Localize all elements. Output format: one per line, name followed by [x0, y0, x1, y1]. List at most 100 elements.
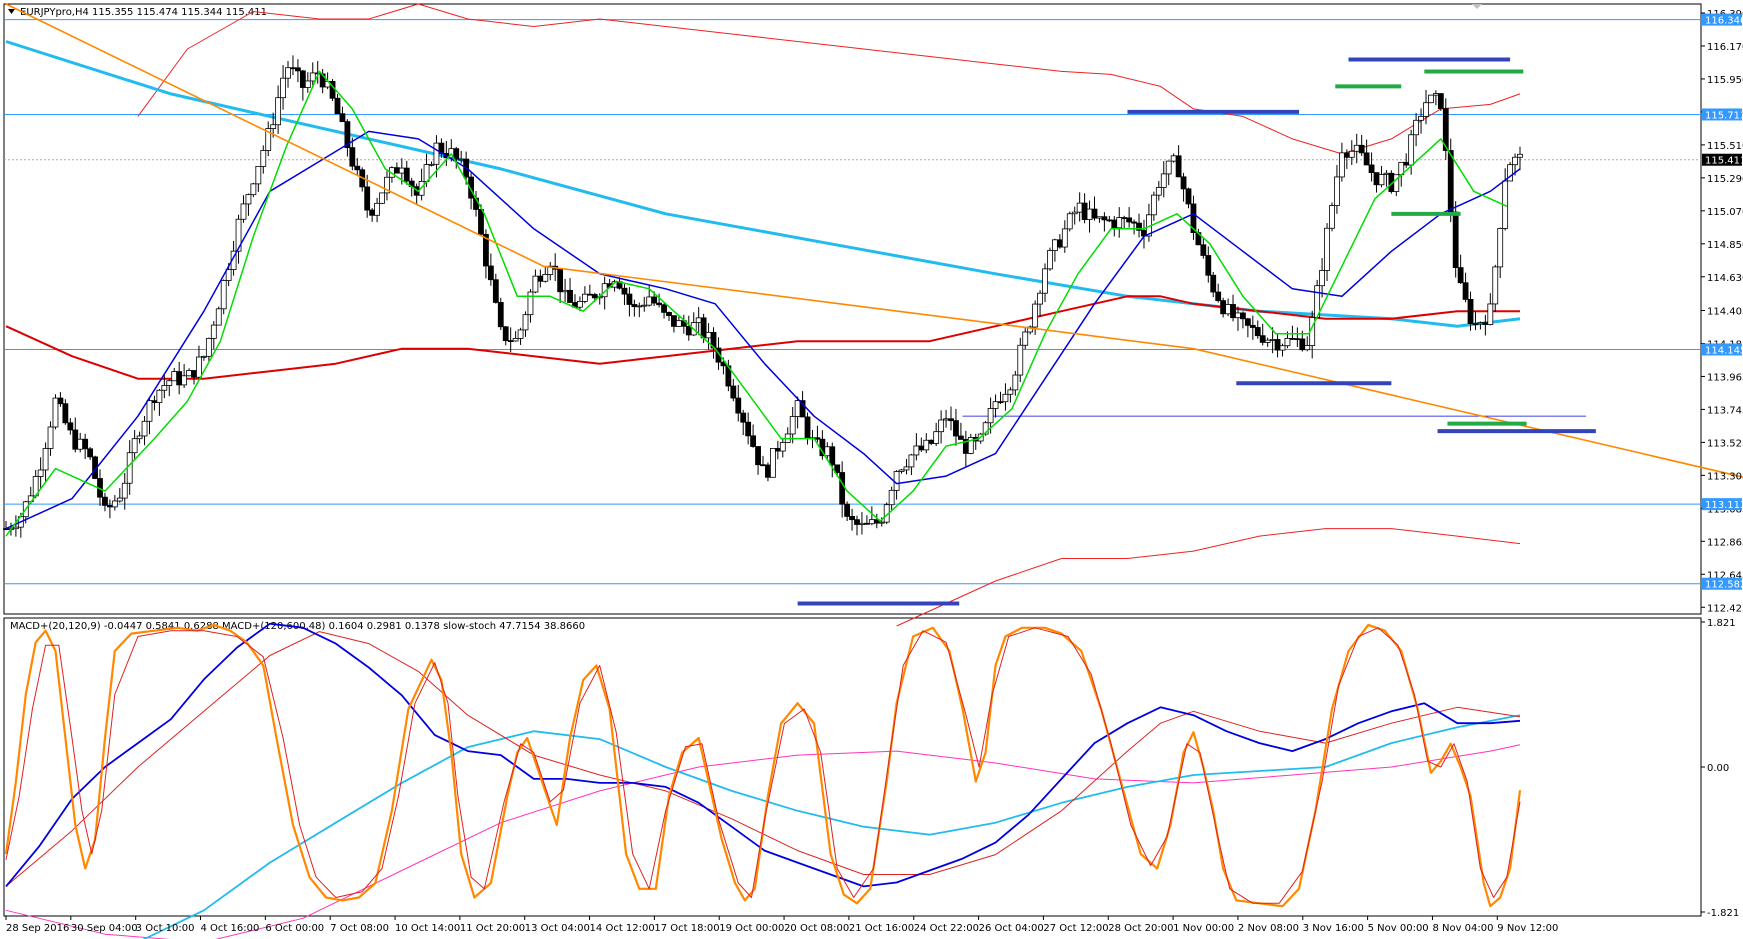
candle[interactable] [779, 439, 786, 458]
candle[interactable] [1126, 207, 1133, 228]
candle[interactable] [656, 293, 662, 308]
candle[interactable] [1279, 343, 1286, 357]
candle[interactable] [1175, 145, 1182, 178]
candle[interactable] [295, 59, 301, 83]
trendline[interactable] [5, 3, 1743, 484]
candle[interactable] [814, 425, 821, 443]
candle[interactable] [1348, 140, 1355, 166]
candle[interactable] [1334, 165, 1340, 214]
candle[interactable] [487, 253, 494, 286]
candle[interactable] [953, 408, 959, 446]
candle[interactable] [102, 492, 108, 512]
candle[interactable] [522, 311, 529, 337]
candle[interactable] [948, 406, 954, 431]
candle[interactable] [1487, 293, 1494, 326]
candle[interactable] [1442, 98, 1449, 160]
candle[interactable] [873, 513, 880, 529]
candle[interactable] [967, 433, 974, 455]
candle[interactable] [1131, 219, 1137, 235]
candle[interactable] [908, 453, 915, 476]
candle[interactable] [52, 394, 59, 430]
candle[interactable] [453, 146, 460, 169]
candle[interactable] [735, 384, 742, 422]
candle[interactable] [581, 286, 588, 304]
candle[interactable] [1304, 336, 1311, 352]
candle[interactable] [166, 379, 173, 397]
candle[interactable] [1037, 290, 1043, 317]
candle[interactable] [1418, 108, 1424, 134]
candle[interactable] [478, 204, 484, 236]
candle[interactable] [1091, 196, 1098, 221]
candle[interactable] [997, 391, 1004, 404]
panel-menu-triangle-icon[interactable] [8, 9, 15, 14]
candle[interactable] [641, 296, 648, 312]
candle[interactable] [1254, 320, 1261, 339]
candle[interactable] [1319, 258, 1325, 298]
candle[interactable] [299, 69, 306, 101]
candle[interactable] [181, 364, 188, 389]
candle[interactable] [1101, 212, 1108, 232]
candle[interactable] [888, 486, 895, 512]
candle[interactable] [1180, 172, 1187, 202]
candle[interactable] [1358, 134, 1365, 156]
candle[interactable] [1437, 93, 1444, 111]
candle[interactable] [1467, 291, 1474, 331]
candle[interactable] [1160, 161, 1167, 198]
candle[interactable] [527, 289, 534, 323]
candle[interactable] [344, 119, 351, 157]
candle[interactable] [141, 415, 148, 446]
candle[interactable] [1497, 227, 1504, 278]
candle[interactable] [1329, 202, 1335, 232]
candle[interactable] [532, 269, 539, 294]
candle[interactable] [116, 488, 123, 503]
shift-marker-icon[interactable] [1472, 4, 1482, 9]
candle[interactable] [285, 61, 291, 88]
candle[interactable] [1338, 142, 1345, 182]
candle[interactable] [215, 306, 222, 326]
candle[interactable] [1423, 89, 1429, 125]
candle[interactable] [1413, 113, 1419, 147]
candle[interactable] [517, 327, 524, 345]
candle[interactable] [1249, 315, 1256, 340]
candle[interactable] [87, 446, 94, 460]
candle[interactable] [1165, 160, 1172, 186]
candle[interactable] [57, 392, 64, 407]
candle[interactable] [1230, 294, 1236, 322]
candle[interactable] [1378, 165, 1385, 188]
candle[interactable] [829, 442, 836, 478]
candle[interactable] [1462, 272, 1469, 303]
candle[interactable] [201, 355, 207, 361]
candle[interactable] [329, 79, 336, 101]
candle[interactable] [275, 85, 282, 134]
candle[interactable] [136, 431, 143, 444]
candle[interactable] [740, 409, 747, 435]
candle[interactable] [379, 192, 385, 205]
candle[interactable] [1066, 211, 1073, 232]
candle[interactable] [1215, 283, 1222, 303]
candle[interactable] [497, 297, 504, 331]
candle[interactable] [210, 321, 217, 350]
candle[interactable] [755, 446, 761, 475]
candle[interactable] [898, 468, 905, 474]
candle[interactable] [304, 72, 311, 93]
candle[interactable] [1190, 195, 1197, 240]
candle[interactable] [260, 145, 267, 174]
candle[interactable] [42, 442, 49, 483]
candle[interactable] [512, 331, 519, 342]
candle[interactable] [933, 422, 940, 447]
candle[interactable] [354, 158, 361, 176]
candle[interactable] [661, 303, 667, 319]
candle[interactable] [67, 418, 74, 435]
candle[interactable] [250, 182, 257, 198]
main-price-panel[interactable] [3, 3, 1702, 615]
candle[interactable] [1200, 238, 1207, 259]
candle[interactable] [1116, 207, 1123, 238]
candle[interactable] [220, 279, 227, 315]
candle[interactable] [349, 137, 356, 171]
candle[interactable] [111, 495, 118, 511]
candle[interactable] [1042, 263, 1048, 303]
candle[interactable] [502, 326, 509, 346]
candle[interactable] [205, 337, 212, 362]
candle[interactable] [750, 424, 757, 448]
candle[interactable] [82, 433, 89, 460]
